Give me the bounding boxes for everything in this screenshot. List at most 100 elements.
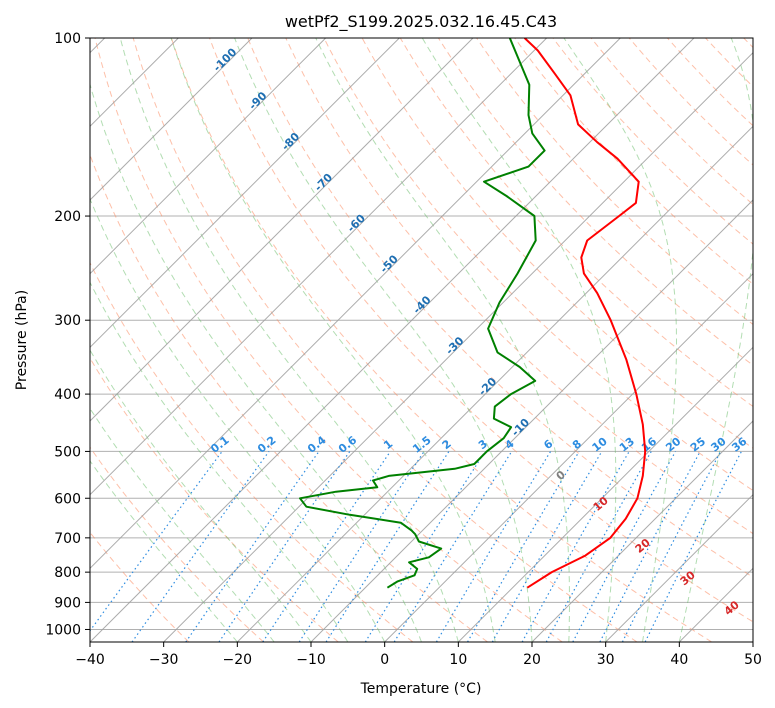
isotherm	[236, 125, 753, 642]
dry-adiabat	[90, 357, 339, 642]
mixing-ratio-line	[435, 451, 552, 642]
y-tick-label: 100	[54, 31, 81, 47]
moist-adiabat	[90, 459, 238, 642]
mixing-ratio-line	[572, 451, 677, 642]
x-tick-label: −10	[296, 652, 326, 668]
theta-label: 10	[591, 494, 611, 514]
dry-adiabat	[743, 38, 753, 49]
chart-title: wetPf2_S199.2025.032.16.45.C43	[285, 12, 557, 32]
isotherm	[90, 38, 327, 275]
isotherm	[90, 38, 400, 349]
dewpoint-profile	[299, 38, 546, 589]
isotherm-label: -100	[211, 45, 240, 74]
mixing-ratio-line	[298, 451, 425, 642]
y-tick-label: 300	[54, 313, 81, 329]
wetbulb-label: 0	[554, 468, 568, 483]
x-tick-label: 50	[744, 652, 762, 668]
y-tick-label: 900	[54, 595, 81, 611]
y-tick-label: 700	[54, 531, 81, 547]
isotherm-label: -50	[378, 252, 401, 275]
moist-adiabat	[90, 349, 312, 642]
dry-adiabat	[247, 38, 753, 578]
mixing-ratio-line	[466, 451, 580, 642]
moist-adiabat	[119, 38, 459, 642]
moist-adiabat	[90, 281, 349, 642]
mixing-ratio-label: 2	[440, 437, 454, 452]
theta-label: 40	[722, 598, 742, 618]
isotherm-label: -40	[410, 293, 433, 316]
mixing-ratio-line	[364, 451, 486, 642]
isotherm	[531, 420, 753, 642]
mixing-ratio-line	[185, 451, 320, 642]
isotherm	[457, 346, 753, 642]
dry-adiabat	[514, 38, 753, 285]
y-tick-label: 800	[54, 565, 81, 581]
isotherm	[90, 38, 695, 642]
dry-adiabat	[132, 38, 638, 642]
mixing-ratio-label: 0.6	[336, 433, 360, 455]
y-tick-label: 500	[54, 444, 81, 460]
mixing-ratio-line	[131, 451, 270, 642]
moist-adiabat	[563, 38, 677, 642]
moist-adiabat	[90, 197, 386, 642]
isotherm	[163, 51, 753, 642]
y-axis-label: Pressure (hPa)	[14, 290, 30, 390]
mixing-ratio-line	[90, 451, 223, 632]
mixing-ratio-line	[262, 451, 391, 642]
dry-adiabat	[667, 38, 753, 127]
moist-adiabat	[234, 38, 533, 642]
y-tick-label: 600	[54, 491, 81, 507]
dry-adiabat	[90, 261, 414, 642]
temperature-profile	[523, 38, 647, 589]
x-axis-label: Temperature (°C)	[360, 681, 482, 697]
mixing-ratio-line	[545, 451, 652, 642]
dry-adiabat	[437, 38, 753, 366]
isotherm-label: -70	[312, 171, 335, 194]
plot-frame	[89, 37, 754, 643]
mixing-ratio-line	[218, 451, 351, 642]
axes-layer: −40 −30 −20 −10 0 10 20 30 40 5010020030040050060…	[45, 31, 762, 668]
dry-adiabat	[90, 153, 488, 642]
moist-adiabat	[170, 38, 496, 642]
x-tick-label: −30	[149, 652, 179, 668]
isotherm	[90, 38, 253, 201]
dry-adiabat	[90, 446, 264, 642]
isotherm-label: -80	[279, 130, 302, 153]
mixing-ratio-line	[393, 451, 513, 642]
mixing-ratio-label: 6	[541, 437, 555, 452]
mixing-ratio-label: 0.1	[208, 434, 231, 456]
isotherm	[90, 38, 474, 422]
isotherm-label: -30	[443, 334, 466, 357]
moist-adiabat	[90, 82, 422, 642]
isotherm	[752, 641, 753, 642]
theta-label: 30	[678, 568, 698, 588]
moist-adiabat	[315, 38, 570, 642]
dry-adiabat	[705, 38, 753, 88]
mixing-ratio-line	[644, 451, 743, 642]
isotherm	[90, 38, 548, 496]
isotherm	[90, 38, 621, 570]
x-tick-label: 30	[597, 652, 615, 668]
isotherm	[678, 567, 753, 642]
isotherm	[310, 199, 753, 642]
dry-adiabat	[209, 38, 753, 623]
dry-adiabat	[285, 38, 753, 535]
mixing-ratio-line	[521, 451, 630, 642]
x-tick-label: 40	[670, 652, 688, 668]
isotherm-label: -90	[246, 89, 269, 112]
y-tick-label: 400	[54, 387, 81, 403]
dry-adiabat	[552, 38, 753, 245]
dry-adiabat	[170, 38, 712, 642]
x-tick-label: −40	[75, 652, 105, 668]
dry-adiabat	[323, 38, 753, 492]
dry-adiabat	[476, 38, 753, 326]
isotherm-label: -20	[476, 375, 499, 398]
x-tick-label: 0	[380, 652, 389, 668]
x-tick-label: −20	[223, 652, 253, 668]
moist-adiabat	[421, 38, 617, 642]
y-tick-label: 200	[54, 209, 81, 225]
moist-adiabat	[678, 38, 753, 642]
y-tick-label: 1000	[45, 622, 81, 638]
isotherm-label: -60	[345, 211, 368, 234]
